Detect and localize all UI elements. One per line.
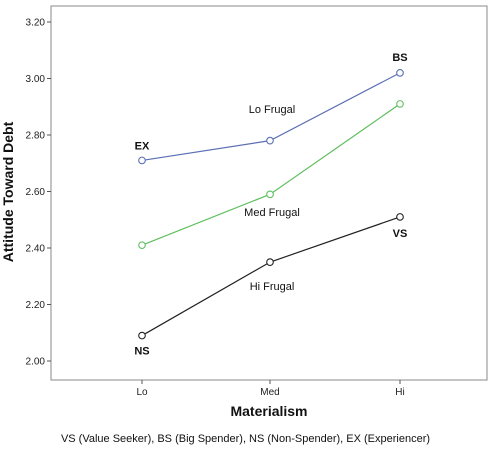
data-point bbox=[138, 156, 146, 165]
data-point bbox=[138, 331, 146, 340]
y-tick-label: 2.40 bbox=[26, 244, 46, 255]
x-tick-label: Hi bbox=[395, 387, 404, 398]
series-label: Hi Frugal bbox=[250, 281, 295, 293]
data-point bbox=[396, 213, 404, 221]
y-axis-title: Attitude Toward Debt bbox=[0, 121, 16, 262]
y-tick-label: 2.60 bbox=[26, 187, 46, 198]
x-axis-title: Materialism bbox=[230, 403, 307, 419]
point-label: EX bbox=[135, 140, 150, 152]
y-tick-label: 2.80 bbox=[26, 131, 46, 142]
labels-layer: Lo Frugal Med Frugal Hi Frugal EX BS NS VS bbox=[134, 52, 407, 358]
y-tick-label: 3.20 bbox=[26, 18, 46, 29]
data-point bbox=[138, 241, 146, 250]
series-layer bbox=[138, 68, 404, 340]
point-label: VS bbox=[393, 228, 408, 240]
data-point bbox=[396, 100, 404, 108]
x-tick-label: Med bbox=[260, 387, 279, 398]
point-label: NS bbox=[134, 346, 149, 358]
series-label: Med Frugal bbox=[244, 207, 300, 219]
data-point bbox=[396, 68, 404, 77]
footnote: VS (Value Seeker), BS (Big Spender), NS … bbox=[60, 433, 431, 445]
x-tick-label: Lo bbox=[136, 387, 148, 398]
data-point bbox=[266, 190, 274, 199]
y-tick-label: 2.00 bbox=[26, 357, 46, 368]
data-point bbox=[266, 136, 274, 145]
y-tick-label: 3.00 bbox=[26, 74, 46, 85]
y-tick-label: 2.20 bbox=[26, 300, 46, 311]
x-axis: Lo Med Hi bbox=[136, 380, 405, 398]
y-axis: 2.00 2.20 2.40 2.60 2.80 3.00 3.20 bbox=[26, 18, 51, 368]
point-label: BS bbox=[392, 52, 407, 64]
series-label: Lo Frugal bbox=[249, 104, 295, 116]
data-point bbox=[266, 258, 274, 266]
